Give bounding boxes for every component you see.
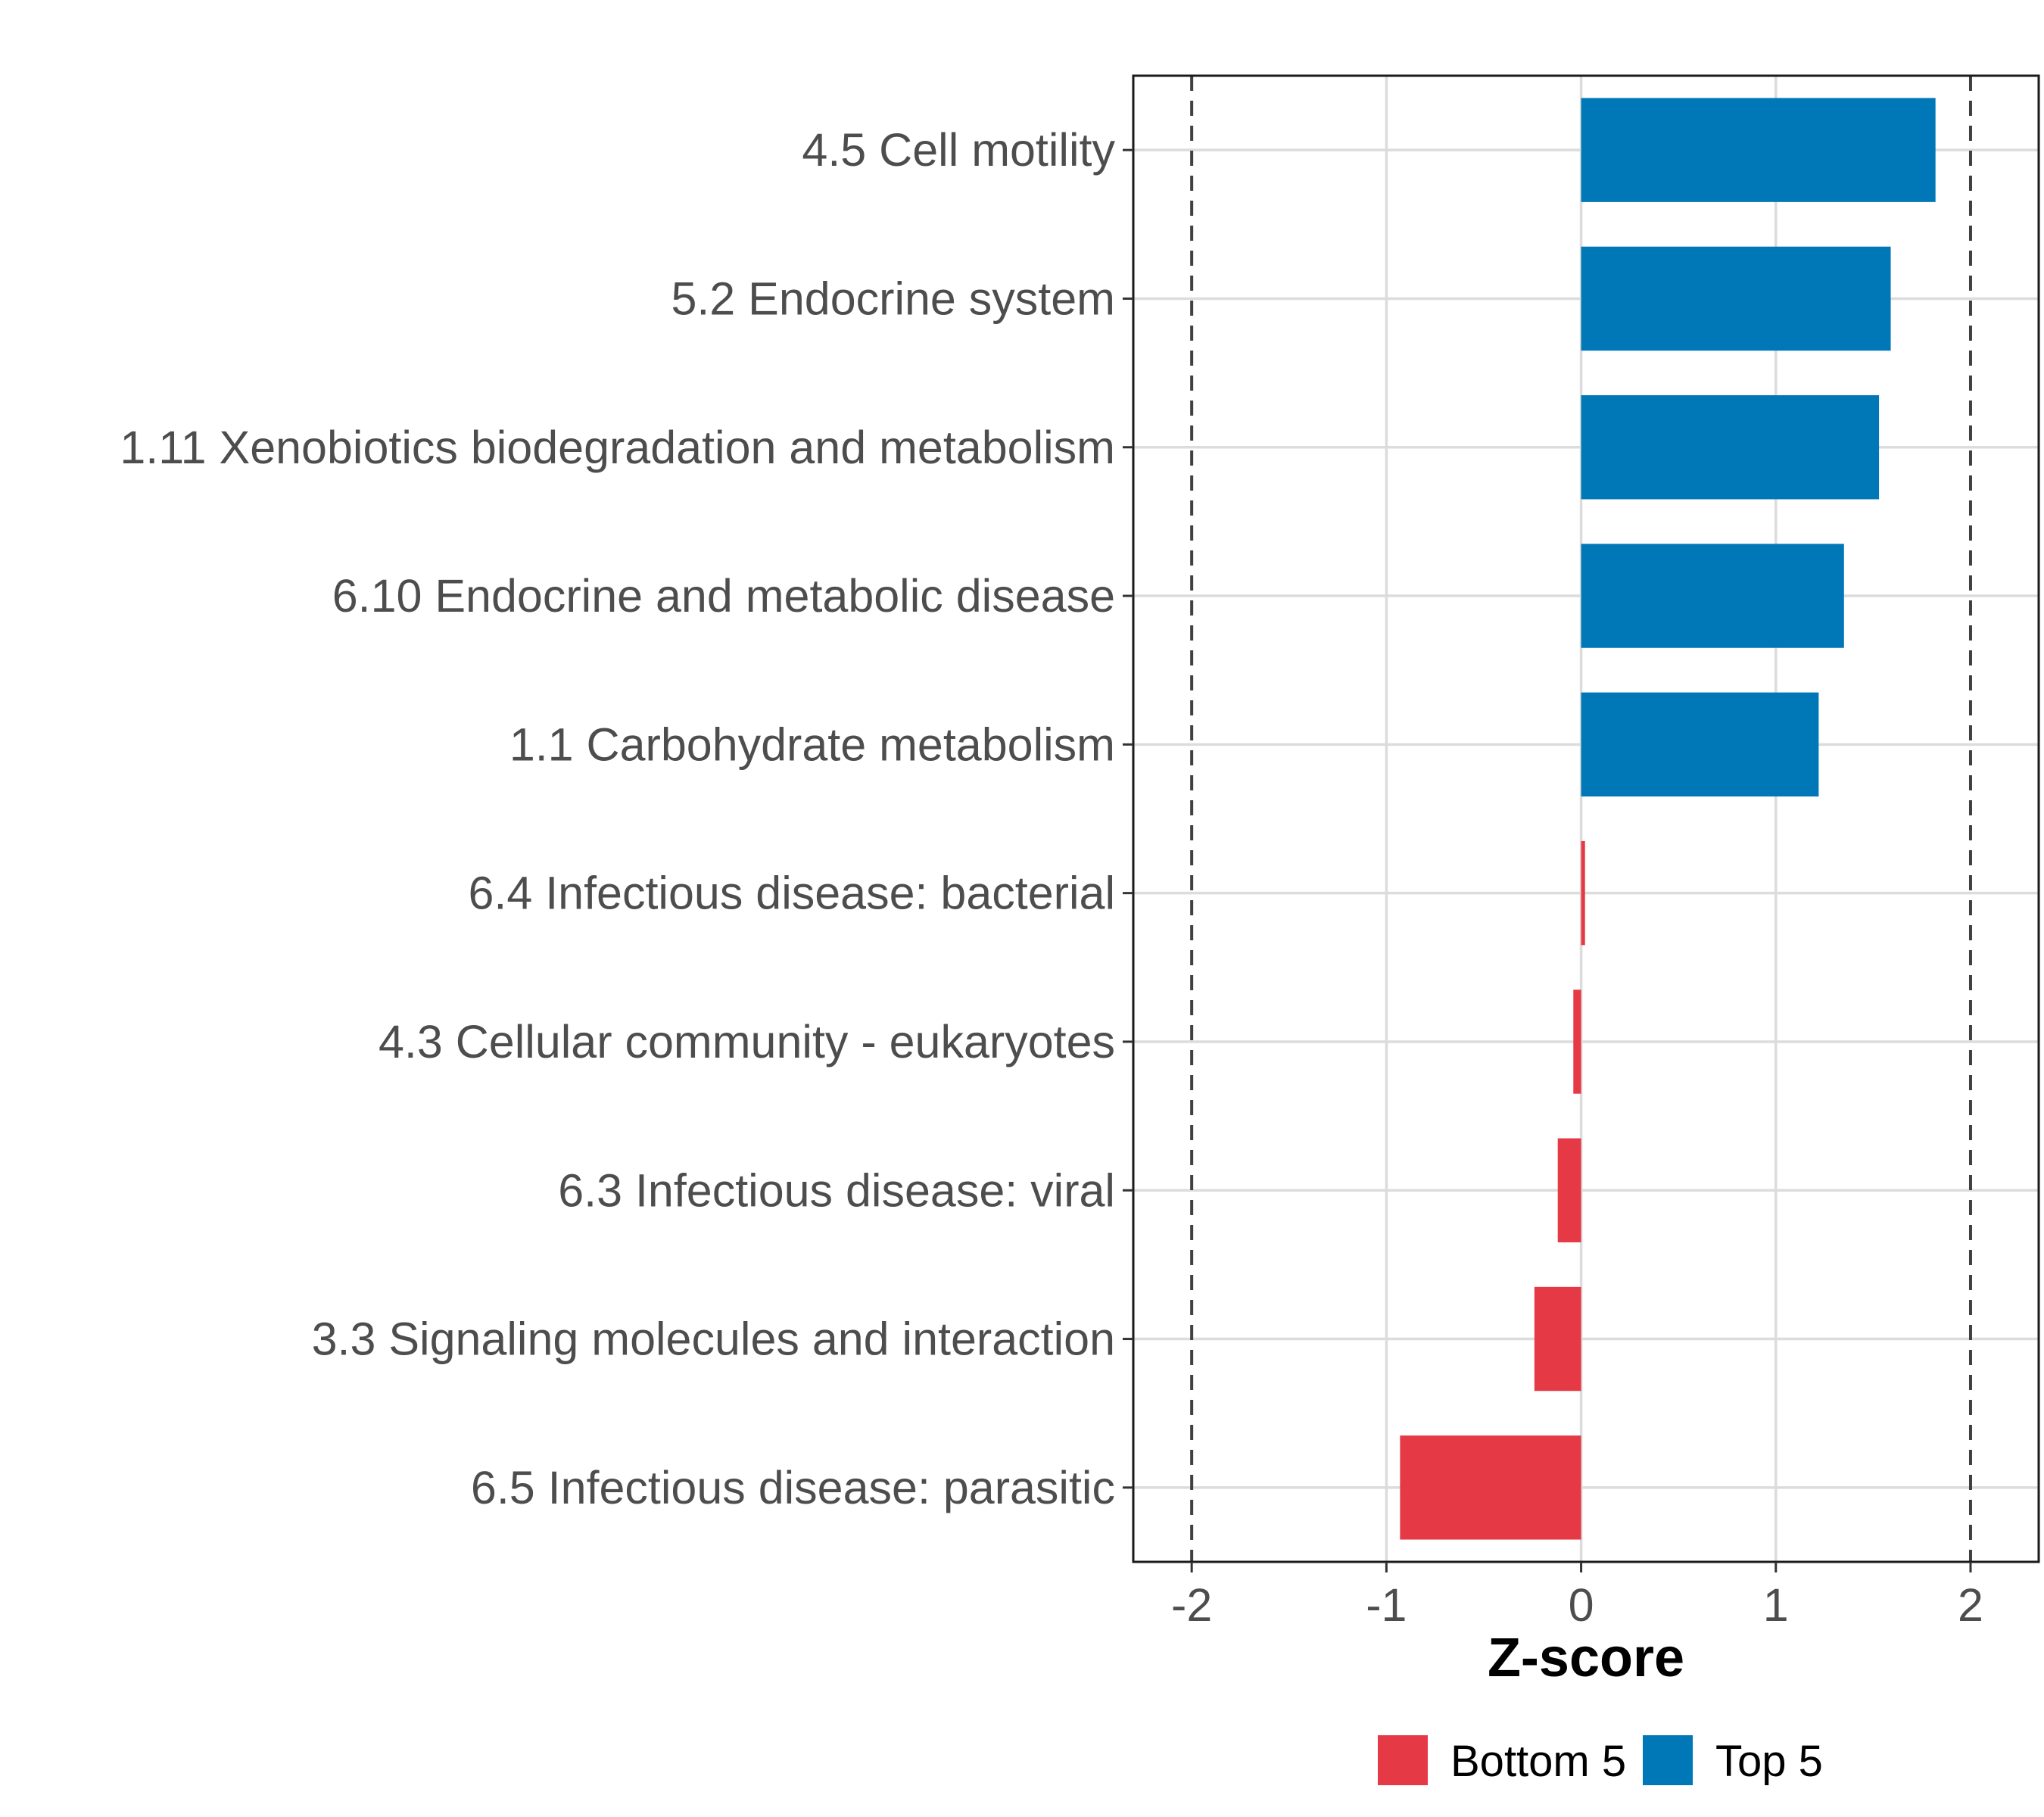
bar	[1581, 98, 1936, 202]
y-tick-label: 4.5 Cell motility	[802, 124, 1115, 176]
bar	[1534, 1286, 1581, 1392]
bar	[1581, 544, 1844, 648]
legend-label: Bottom 5	[1450, 1737, 1626, 1786]
bar	[1581, 840, 1585, 946]
x-axis-title: Z-score	[1488, 1628, 1684, 1688]
y-tick-label: 6.5 Infectious disease: parasitic	[471, 1462, 1115, 1513]
bar	[1581, 246, 1891, 351]
bar	[1400, 1435, 1581, 1540]
x-tick-label: 0	[1569, 1579, 1594, 1631]
legend-key	[1378, 1735, 1428, 1785]
plot-panel-border	[1132, 74, 2040, 1563]
x-tick-label: 1	[1763, 1579, 1789, 1631]
legend: Bottom 5 Top 5	[1378, 1735, 1823, 1786]
legend-item: Top 5	[1643, 1735, 1823, 1786]
y-tick-label: 6.3 Infectious disease: viral	[558, 1164, 1115, 1216]
x-tick-label: -1	[1366, 1579, 1407, 1631]
y-tick-label: 1.11 Xenobiotics biodegradation and meta…	[120, 422, 1115, 473]
bar	[1573, 990, 1581, 1094]
bar	[1557, 1138, 1581, 1242]
y-axis: 4.5 Cell motility 5.2 Endocrine system 1.1…	[120, 124, 1133, 1513]
bar	[1581, 395, 1880, 500]
y-tick-label: 1.1 Carbohydrate metabolism	[509, 718, 1115, 770]
y-tick-label: 5.2 Endocrine system	[671, 273, 1115, 324]
x-tick-label: 2	[1958, 1579, 1983, 1631]
legend-item: Bottom 5	[1378, 1735, 1626, 1786]
bar	[1581, 692, 1819, 797]
legend-label: Top 5	[1715, 1737, 1823, 1786]
bars	[1400, 98, 1936, 1540]
y-tick-label: 6.10 Endocrine and metabolic disease	[332, 570, 1115, 622]
reference-lines	[1190, 76, 1972, 1562]
y-tick-label: 6.4 Infectious disease: bacterial	[468, 868, 1115, 919]
x-tick-label: -2	[1171, 1579, 1212, 1631]
legend-key	[1643, 1735, 1693, 1785]
x-axis: -2 -1 0 1 2	[1171, 1562, 1983, 1631]
y-tick-label: 4.3 Cellular community - eukaryotes	[379, 1016, 1115, 1067]
y-tick-label: 3.3 Signaling molecules and interaction	[312, 1314, 1115, 1365]
